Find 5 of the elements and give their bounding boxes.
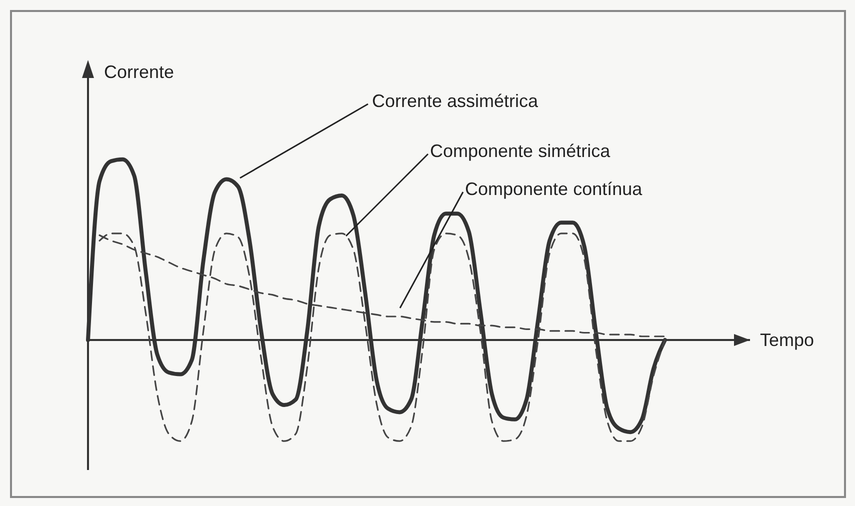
- text: Componente contínua: [465, 179, 644, 199]
- text: Corrente assimétrica: [372, 91, 540, 111]
- y-axis-title: Corrente: [104, 62, 174, 82]
- x-axis-title: Tempo: [760, 330, 814, 350]
- text: Componente simétrica: [430, 141, 612, 161]
